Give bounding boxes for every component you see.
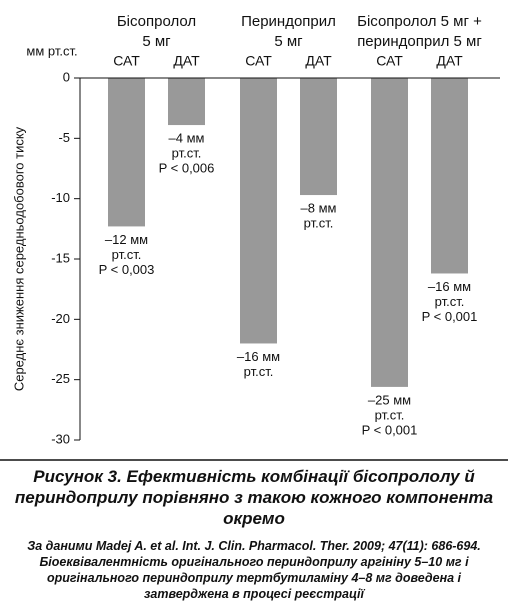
data-annotation: –4 мм: [169, 130, 205, 145]
category-label: ДАТ: [305, 53, 332, 69]
chart: мм рт.ст. Середнє зниження середньодобов…: [0, 13, 508, 461]
group-label: периндоприл 5 мг: [357, 33, 482, 50]
data-annotation: –12 мм: [105, 232, 148, 247]
bar: [371, 78, 408, 387]
category-label: САТ: [113, 53, 140, 69]
data-annotation: P < 0,003: [99, 262, 155, 277]
data-annotation: –16 мм: [237, 349, 280, 364]
bar: [240, 78, 277, 344]
data-annotation: –8 мм: [301, 200, 337, 215]
category-label: САТ: [376, 53, 403, 69]
data-annotation: рт.ст.: [112, 247, 142, 262]
group-label: Бісопролол 5 мг +: [357, 13, 482, 30]
y-tick-label: -10: [51, 190, 70, 205]
y-tick-label: -20: [51, 311, 70, 326]
y-axis-label: Середнє зниження середньодобового тиску: [11, 126, 26, 391]
group-label: 5 мг: [142, 33, 171, 50]
data-annotation: рт.ст.: [244, 364, 274, 379]
group-label: Бісопролол: [117, 13, 196, 30]
bar: [108, 78, 145, 227]
y-tick-label: -25: [51, 371, 70, 386]
data-annotation: рт.ст.: [172, 145, 202, 160]
y-tick-label: 0: [63, 69, 70, 84]
data-annotation: –25 мм: [368, 392, 411, 407]
data-annotation: –16 мм: [428, 279, 471, 294]
data-annotation: P < 0,001: [422, 309, 478, 324]
y-unit: мм рт.ст.: [26, 43, 77, 58]
data-annotation: рт.ст.: [435, 294, 465, 309]
y-tick-label: -5: [58, 130, 70, 145]
caption-note: За даними Madej A. et al. Int. J. Clin. …: [27, 539, 481, 601]
data-annotation: P < 0,001: [362, 422, 418, 437]
caption-title: Рисунок 3. Ефективність комбінації бісоп…: [14, 467, 494, 528]
bar: [431, 78, 468, 274]
bar: [300, 78, 337, 196]
category-label: ДАТ: [173, 53, 200, 69]
category-label: САТ: [245, 53, 272, 69]
y-tick-label: -30: [51, 431, 70, 446]
group-label: Периндоприл: [241, 13, 336, 30]
y-tick-label: -15: [51, 250, 70, 265]
category-label: ДАТ: [436, 53, 463, 69]
data-annotation: рт.ст.: [304, 215, 334, 230]
data-annotation: рт.ст.: [375, 407, 405, 422]
bar: [168, 78, 205, 126]
data-annotation: P < 0,006: [159, 160, 215, 175]
group-label: 5 мг: [274, 33, 303, 50]
